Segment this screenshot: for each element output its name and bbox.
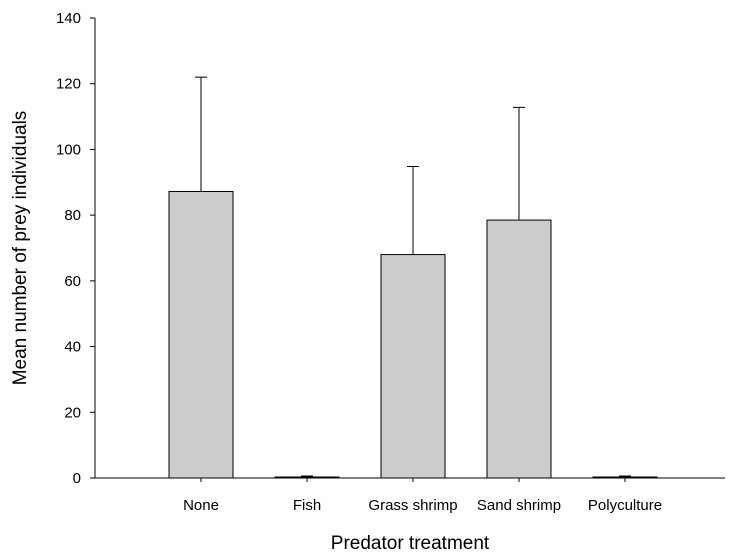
y-tick-label-2: 40 [64,339,81,356]
y-tick-label-3: 60 [64,273,81,290]
x-tick-label-2: Grass shrimp [368,497,457,514]
x-tick-label-0: None [183,497,219,514]
y-ticks-group: 0 20 40 60 80 100 120 140 [56,10,95,487]
x-axis-title: Predator treatment [331,533,490,554]
x-ticks-group: None Fish Grass shrimp Sand shrimp Polycultu… [183,478,662,514]
y-axis-title: Mean number of prey individuals [10,111,31,386]
axes-group [94,18,725,479]
bars-group [168,190,658,479]
bar-0 [168,190,234,479]
y-tick-label-1: 20 [64,404,81,421]
y-tick-label-7: 140 [56,10,81,27]
bar-2 [380,254,446,479]
y-tick-label-6: 120 [56,76,81,93]
x-tick-label-3: Sand shrimp [477,497,561,514]
x-tick-label-4: Polyculture [588,497,662,514]
y-tick-label-0: 0 [73,470,81,487]
y-tick-label-4: 80 [64,207,81,224]
error-bars-group [195,76,631,478]
y-tick-label-5: 100 [56,141,81,158]
bar-3 [486,219,552,479]
x-tick-label-1: Fish [293,497,321,514]
